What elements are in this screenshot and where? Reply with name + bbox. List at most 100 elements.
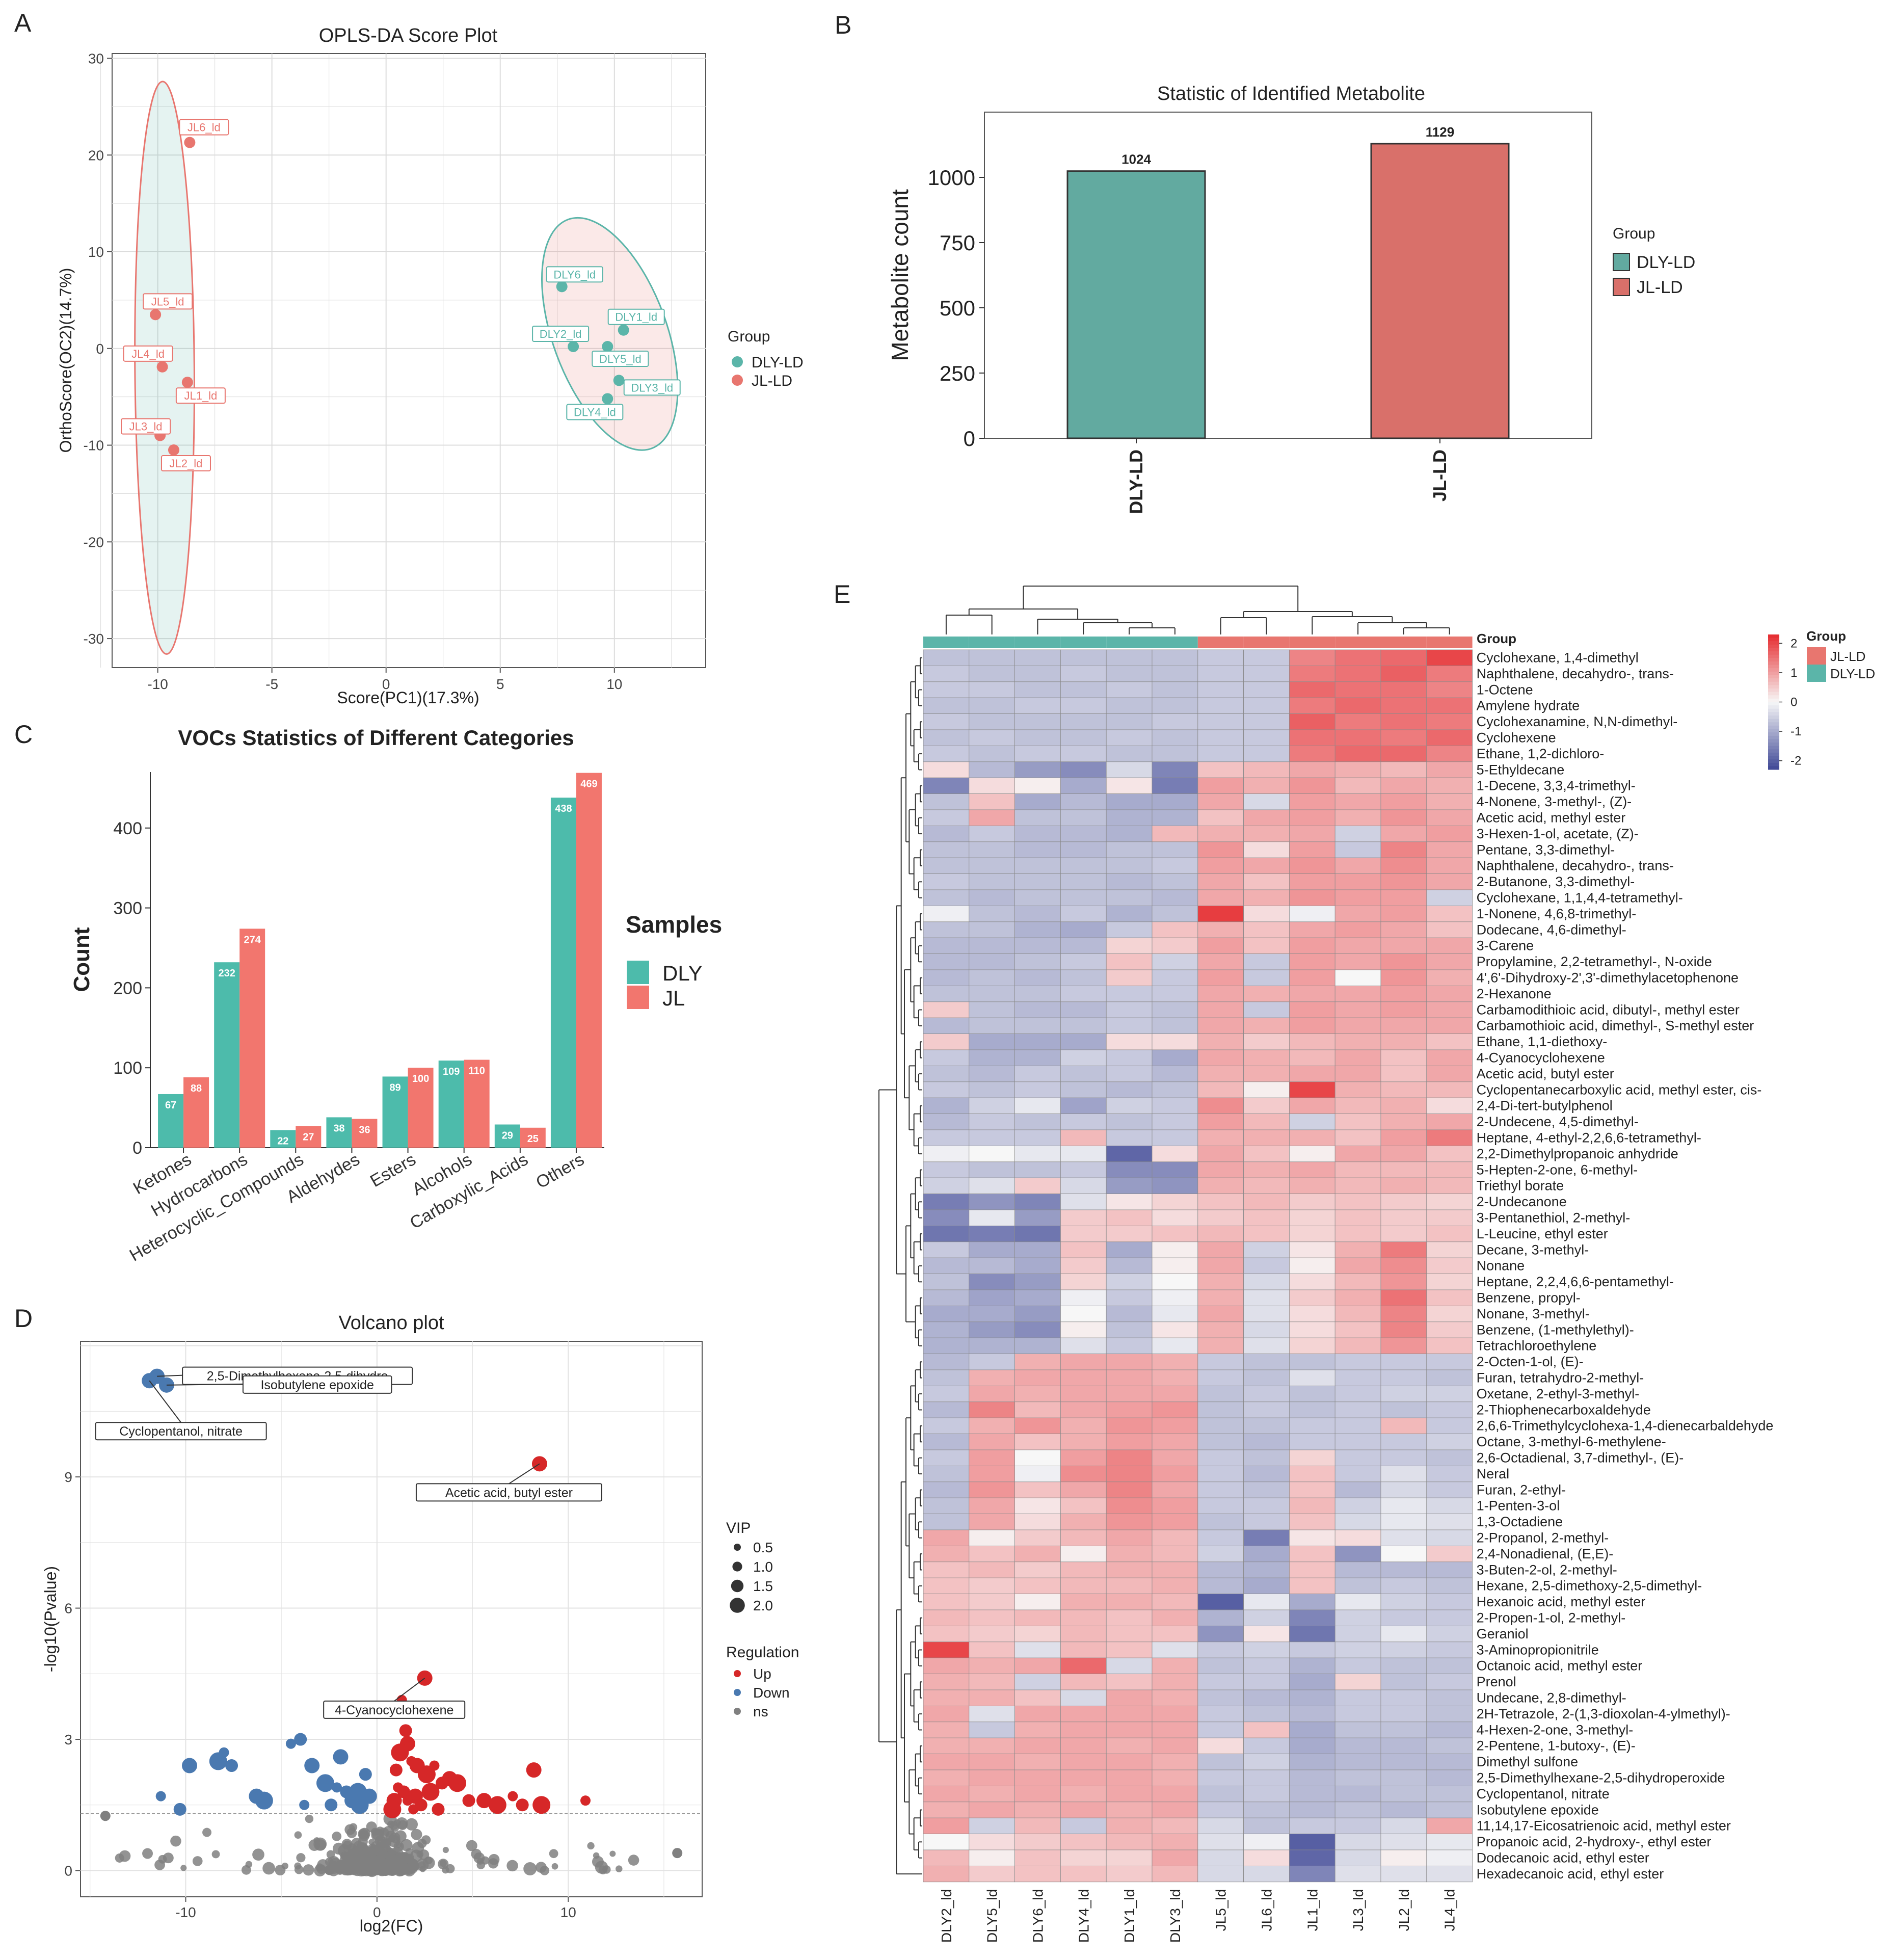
panel-e-cell [1152, 937, 1198, 954]
panel-e-cell [969, 826, 1016, 842]
panel-e-cell [1152, 697, 1198, 714]
panel-e-cell [1380, 1161, 1427, 1178]
panel-d-point-ns [275, 1865, 286, 1876]
panel-e-cell [1152, 1001, 1198, 1018]
panel-e-cell [1243, 666, 1290, 682]
panel-e-cell [1152, 1514, 1198, 1530]
panel-e-row-label: Hexanoic acid, methyl ester [1477, 1594, 1646, 1609]
panel-e-cell [969, 649, 1016, 666]
panel-e-cell [969, 1369, 1016, 1386]
panel-e-cell [1289, 857, 1335, 874]
panel-e-cell [1106, 1641, 1153, 1658]
panel-d-point-up [526, 1762, 542, 1778]
panel-e-legend-title: Group [1806, 628, 1846, 644]
panel-e-colorbar-step [1768, 716, 1779, 720]
panel-e-cell [1152, 1449, 1198, 1466]
panel-e-cell [1014, 1865, 1061, 1883]
panel-e-cell [1014, 761, 1061, 778]
panel-b-bars: 1024 1129 [1066, 124, 1510, 439]
panel-e-colorbar-step [1768, 708, 1779, 712]
panel-e-cell [969, 1385, 1016, 1402]
panel-d-annotation-leader [157, 1374, 183, 1377]
panel-d-point-ns [343, 1854, 355, 1866]
panel-e-cell [1197, 681, 1244, 698]
panel-e-cell [1197, 809, 1244, 826]
panel-e-cell [1106, 1449, 1153, 1466]
panel-e-cell [1243, 1017, 1290, 1034]
panel-d-point-ns [344, 1866, 353, 1874]
panel-d-point-ns [356, 1866, 362, 1873]
panel-e-column-label: JL5_ld [1213, 1889, 1229, 1931]
panel-c-bar-jl [296, 1126, 322, 1148]
panel-e-cell [1152, 1481, 1198, 1498]
panel-e-cell [1106, 1834, 1153, 1850]
panel-c-bar-value: 27 [303, 1132, 314, 1143]
panel-e-cell [1106, 793, 1153, 810]
panel-e-cell [1197, 1354, 1244, 1370]
panel-e-cell [1152, 1129, 1198, 1146]
panel-e-cell [923, 729, 970, 746]
panel-e-cell [1380, 1834, 1427, 1850]
panel-e-column-label: DLY2_ld [939, 1889, 954, 1943]
panel-d-point-ns [536, 1862, 547, 1873]
panel-e-cell [1380, 1514, 1427, 1530]
panel-e-cell [1014, 1354, 1061, 1370]
panel-e-cell [923, 906, 970, 922]
panel-e-column-label: JL3_ld [1350, 1889, 1366, 1931]
panel-c-bar-jl [520, 1127, 546, 1148]
panel-e-cell [1426, 873, 1473, 890]
panel-e-cell [1106, 1849, 1153, 1866]
panel-e-cell [1197, 953, 1244, 970]
panel-e-cell [1289, 1274, 1335, 1290]
panel-e-colorbar-step [1768, 644, 1779, 648]
panel-e-cell [1334, 1274, 1381, 1290]
panel-e-row-label: Acetic acid, methyl ester [1477, 810, 1626, 825]
panel-e-cell [1426, 1497, 1473, 1514]
panel-d-point-ns [466, 1840, 477, 1851]
panel-b-ylabel: Metabolite count [887, 189, 913, 361]
panel-d-point-up [507, 1791, 518, 1802]
panel-e-cell [1152, 1594, 1198, 1610]
panel-e-cell [969, 1561, 1016, 1578]
panel-a-opls-da: OPLS-DA Score Plot JL6_ld JL5_ld JL4_ld JL1… [57, 25, 804, 707]
panel-e-colorbar-step [1768, 651, 1779, 655]
panel-d-vip-legend-label: 2.0 [753, 1598, 773, 1613]
panel-e-cell [1334, 937, 1381, 954]
panel-e-cell [1106, 969, 1153, 986]
panel-e-cell [1014, 1177, 1061, 1194]
panel-e-cell [1380, 1561, 1427, 1578]
panel-e-colorbar-label: -2 [1791, 754, 1801, 768]
panel-d-xtick-label: -10 [175, 1904, 196, 1920]
panel-b-xtick-label: DLY-LD [1126, 449, 1146, 514]
panel-e-cell [923, 969, 970, 986]
panel-e-cell [1243, 1529, 1290, 1546]
panel-d-vip-legend-dot [734, 1544, 741, 1551]
panel-e-cell [1380, 1017, 1427, 1034]
panel-e-cell [969, 1641, 1016, 1658]
panel-e-cell [1243, 1161, 1290, 1178]
panel-e-cell [1014, 746, 1061, 762]
panel-e-row-label: Naphthalene, decahydro-, trans- [1477, 666, 1674, 681]
panel-e-cell [1060, 1529, 1107, 1546]
panel-e-cell [1243, 953, 1290, 970]
panel-e-cell [1014, 713, 1061, 730]
panel-e-cell [923, 1161, 970, 1178]
panel-e-cell [1334, 1721, 1381, 1738]
panel-e-cell [969, 713, 1016, 730]
panel-d-point-ns [523, 1862, 537, 1876]
panel-e-cell [1289, 1049, 1335, 1066]
panel-e-cell [1289, 841, 1335, 858]
panel-e-cell [969, 697, 1016, 714]
panel-e-cell [923, 1785, 970, 1803]
panel-e-cell [1334, 1625, 1381, 1643]
panel-e-cell [1289, 906, 1335, 922]
panel-e-cell [1106, 777, 1153, 794]
panel-e-cell [1060, 1577, 1107, 1594]
panel-e-cell [1334, 1657, 1381, 1674]
panel-e-cell [1014, 1849, 1061, 1866]
panel-e-cell [923, 1369, 970, 1386]
panel-e-cell [969, 1545, 1016, 1562]
panel-e-cell [1152, 857, 1198, 874]
panel-e-column-label: DLY6_ld [1030, 1889, 1046, 1943]
